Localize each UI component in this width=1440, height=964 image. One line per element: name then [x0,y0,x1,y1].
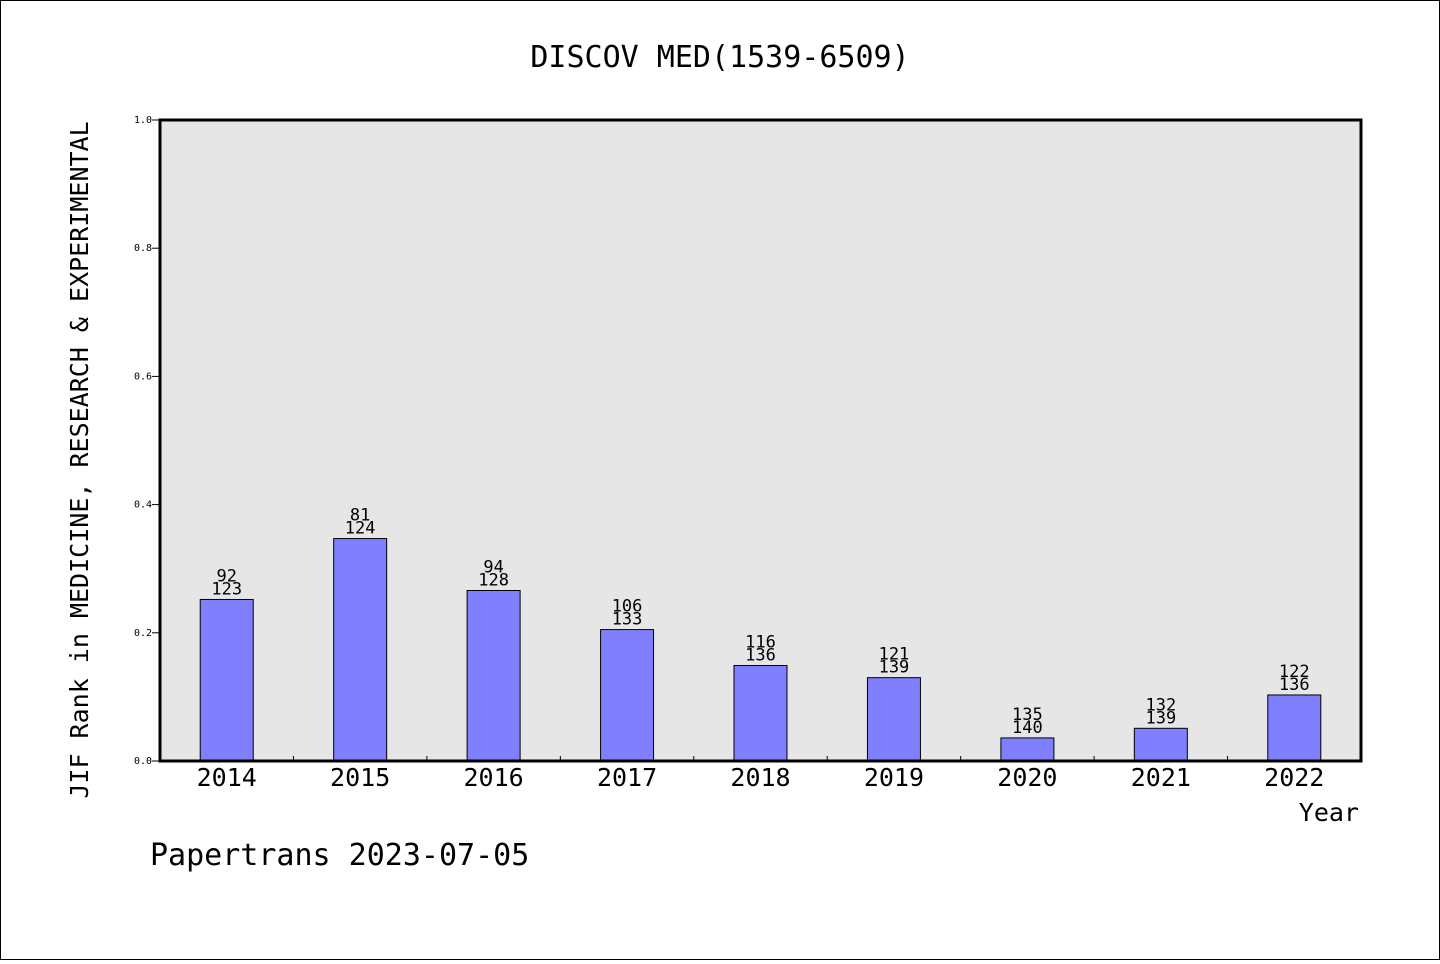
total-label: 139 [1145,708,1176,728]
total-label: 139 [879,658,910,678]
bar-2014 [199,598,254,762]
total-label: 136 [1279,675,1310,695]
total-label: 136 [745,645,776,665]
x-tick-label: 2021 [1131,763,1191,792]
x-tick-label: 2019 [864,763,924,792]
rank-label: 121 [879,645,910,665]
rank-label: 92 [216,566,236,586]
bar-2018 [733,664,788,762]
y-tick-label: 0.8 [134,243,152,254]
x-axis-label: Year [1299,798,1359,827]
rank-label: 106 [612,597,643,617]
total-label: 133 [612,610,643,630]
y-tick-label: 0.2 [134,628,152,639]
x-tick-label: 2020 [997,763,1057,792]
x-axis: 2014 2015 2016 2017 2018 2019 2020 2021 2022 [197,756,1324,792]
rank-label: 132 [1145,695,1176,715]
bar-2021 [1133,727,1188,762]
bar-2016 [466,589,521,762]
rank-label: 81 [350,506,370,526]
y-axis-label: JIF Rank in MEDICINE, RESEARCH & EXPERIM… [65,121,94,798]
bar-2015 [333,538,388,762]
y-tick-label: 0.6 [134,371,152,382]
y-axis: 0.0 0.2 0.4 0.6 0.8 1.0 [134,115,160,767]
rank-label: 122 [1279,662,1310,682]
x-tick-label: 2018 [730,763,790,792]
y-tick-label: 1.0 [134,115,152,126]
bars-group [199,538,1322,762]
plot-border [158,118,1363,763]
x-tick-label: 2022 [1264,763,1324,792]
rank-label: 94 [483,557,503,577]
watermark-text: Papertrans 2023-07-05 [150,838,529,873]
bar-2017 [600,629,655,762]
y-tick-label: 0.0 [134,756,152,767]
total-label: 140 [1012,718,1043,738]
total-label: 128 [478,570,509,590]
x-tick-label: 2017 [597,763,657,792]
bar-2019 [866,677,921,762]
y-tick-label: 0.4 [134,500,152,511]
total-label: 124 [345,519,376,539]
chart-title: DISCOV MED(1539-6509) [530,40,909,75]
rank-label: 116 [745,632,776,652]
rank-label: 135 [1012,705,1043,725]
bar-2020 [1000,737,1055,762]
x-tick-label: 2014 [197,763,257,792]
total-label: 123 [211,579,242,599]
x-tick-label: 2015 [330,763,390,792]
x-tick-label: 2016 [464,763,524,792]
bar-2022 [1267,694,1322,762]
